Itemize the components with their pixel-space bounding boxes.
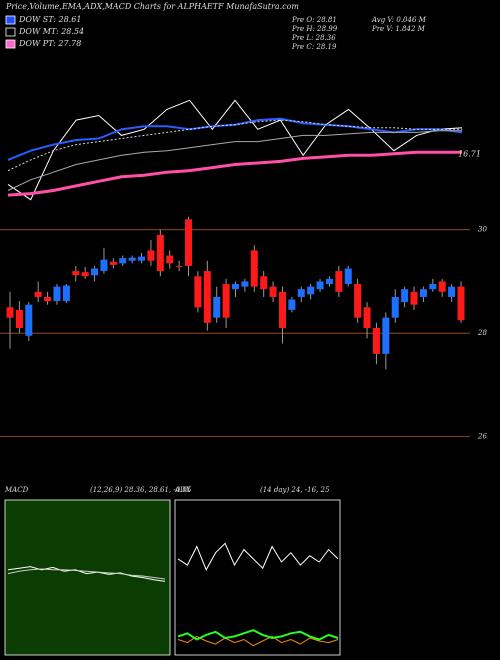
panel xyxy=(4,499,171,656)
candle-body xyxy=(91,268,99,276)
candle-body xyxy=(53,286,61,302)
candle-body xyxy=(194,276,202,308)
candle-body xyxy=(147,250,155,261)
candle-body xyxy=(156,234,164,272)
panel xyxy=(174,499,341,656)
candle-body xyxy=(62,285,70,302)
legend-swatch xyxy=(5,15,16,25)
candle-body xyxy=(128,257,136,261)
candle-body xyxy=(325,278,333,285)
legend-swatch xyxy=(5,27,16,37)
candle-body xyxy=(44,296,52,302)
line xyxy=(7,566,166,582)
line xyxy=(177,629,339,641)
end-label: 16.71 xyxy=(458,149,481,158)
candle-body xyxy=(344,268,352,285)
candle-body xyxy=(119,258,127,264)
candle-body xyxy=(363,307,371,328)
y-tick-label: 30 xyxy=(478,226,487,234)
candle-body xyxy=(429,284,437,290)
stat: Avg V: 0.046 M xyxy=(371,16,427,24)
candle-body xyxy=(269,286,277,297)
candle-body xyxy=(203,271,211,323)
candle-body xyxy=(213,296,221,318)
page-title: Price,Volume,EMA,ADX,MACD Charts for ALP… xyxy=(5,2,299,11)
candle-body xyxy=(166,255,174,264)
line xyxy=(7,130,462,191)
line xyxy=(7,150,462,197)
candle-body xyxy=(81,272,89,277)
candle-body xyxy=(34,291,42,297)
candle-body xyxy=(297,289,305,297)
line xyxy=(177,635,339,647)
candle-body xyxy=(15,309,23,328)
line xyxy=(177,542,339,571)
candle-body xyxy=(109,261,117,265)
candle-body xyxy=(438,281,446,292)
panel-title: MACD xyxy=(4,486,29,494)
candle-body xyxy=(372,328,380,354)
stat: Pre H: 28.99 xyxy=(291,25,338,33)
candle-body xyxy=(335,271,343,292)
stat: Pre V: 1.842 M xyxy=(371,25,426,33)
legend-label: DOW MT: 28.54 xyxy=(18,27,84,36)
candle-body xyxy=(448,286,456,297)
candle-body xyxy=(419,289,427,297)
panel-title: ADX xyxy=(174,486,192,494)
candle-body xyxy=(241,281,249,287)
candle-body xyxy=(100,259,108,272)
candle-body xyxy=(25,304,33,336)
line xyxy=(7,99,463,201)
candle-body xyxy=(232,284,239,290)
candle-body xyxy=(6,307,14,318)
stat: Pre O: 28.81 xyxy=(291,16,337,24)
candle-body xyxy=(278,291,286,328)
legend-label: DOW ST: 28.61 xyxy=(18,15,81,24)
candle-body xyxy=(250,250,258,287)
candle-body xyxy=(391,296,399,318)
y-tick-label: 26 xyxy=(477,433,487,441)
line xyxy=(7,568,166,580)
candle-body xyxy=(410,291,418,305)
stat: Pre L: 28.36 xyxy=(291,34,336,42)
candle-body xyxy=(354,284,362,318)
legend-label: DOW PT: 27.78 xyxy=(18,39,81,48)
stat: Pre C: 28.19 xyxy=(291,43,337,51)
candle-body xyxy=(316,281,324,290)
candle-body xyxy=(175,265,183,267)
legend-swatch xyxy=(5,39,16,49)
candle-body xyxy=(260,276,268,290)
candle-body xyxy=(288,299,296,310)
candle-body xyxy=(222,284,230,318)
line xyxy=(7,119,462,172)
candle-body xyxy=(185,219,193,266)
candle-body xyxy=(138,256,146,261)
candle-body xyxy=(72,271,80,276)
panel-subtitle: (14 day) 24, -16, 25 xyxy=(260,486,330,494)
panel-subtitle: (12,26,9) 28.36, 28.61, -0.05 xyxy=(90,486,192,494)
candle-body xyxy=(382,317,390,354)
candle-body xyxy=(307,286,315,295)
candle-body xyxy=(401,289,409,303)
y-tick-label: 28 xyxy=(477,329,487,337)
candle-body xyxy=(457,286,465,321)
